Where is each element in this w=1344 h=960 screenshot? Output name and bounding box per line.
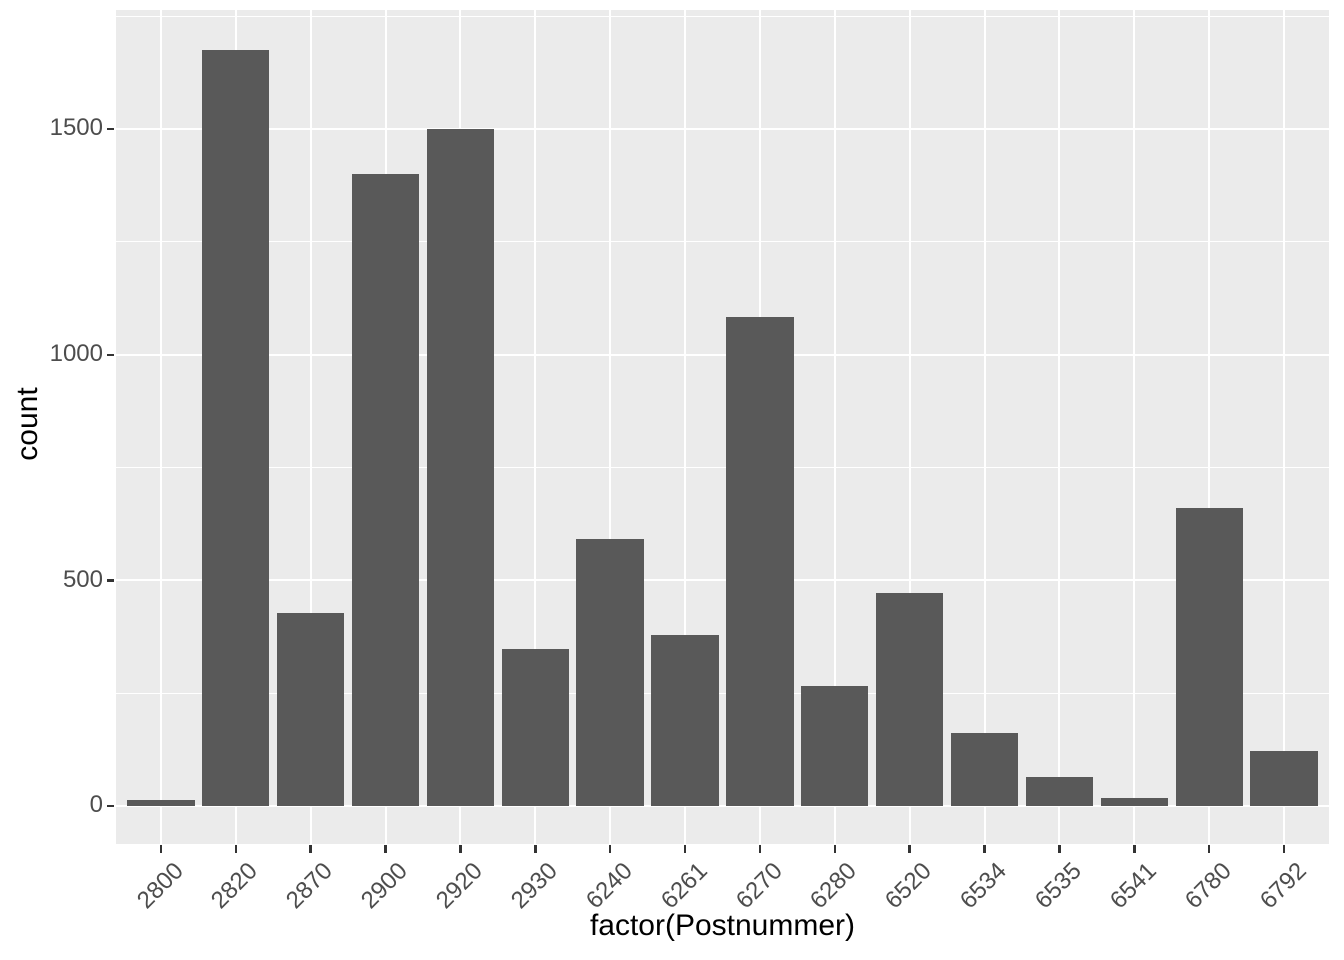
x-tick-label: 6270	[730, 857, 788, 915]
category-gridline	[534, 10, 537, 844]
x-tick-mark	[1207, 845, 1211, 853]
x-tick-mark	[234, 845, 238, 853]
bar-6270	[726, 317, 794, 807]
x-tick-label: 6535	[1029, 857, 1087, 915]
x-tick-mark	[534, 845, 537, 853]
y-tick-label: 1500	[49, 114, 103, 142]
bar-2930	[501, 649, 569, 807]
y-tick-label: 0	[89, 791, 103, 819]
x-tick-mark	[608, 845, 612, 853]
x-tick-label: 6780	[1179, 857, 1237, 915]
x-tick-mark	[983, 845, 986, 853]
bar-6535	[1025, 777, 1094, 807]
plot-panel	[116, 10, 1329, 844]
category-gridline	[1133, 10, 1136, 844]
bar-6280	[801, 686, 869, 807]
bar-2820	[202, 50, 270, 807]
x-tick-label: 2900	[356, 857, 413, 915]
y-tick-mark	[107, 353, 114, 357]
x-tick-label: 6520	[880, 857, 938, 915]
bar-6240	[576, 539, 644, 807]
category-gridline	[159, 10, 162, 844]
category-gridline	[833, 10, 836, 844]
bar-2800	[127, 800, 195, 807]
bar-6534	[950, 732, 1019, 807]
major-gridline	[116, 805, 1329, 808]
category-gridline	[1283, 10, 1286, 844]
x-tick-mark	[459, 845, 462, 853]
category-gridline	[908, 10, 911, 844]
x-tick-mark	[683, 845, 687, 853]
x-tick-mark	[1058, 845, 1061, 853]
x-tick-label: 6261	[655, 857, 713, 915]
y-tick-mark	[107, 579, 114, 582]
category-gridline	[983, 10, 986, 844]
y-tick-label: 500	[62, 565, 103, 593]
x-tick-mark	[833, 845, 837, 853]
x-tick-label: 2820	[206, 857, 264, 915]
major-gridline	[116, 128, 1329, 131]
x-tick-label: 2920	[430, 857, 488, 915]
x-tick-mark	[1282, 845, 1286, 853]
x-tick-label: 2870	[281, 857, 339, 915]
category-gridline	[309, 10, 312, 844]
x-tick-label: 6280	[805, 857, 863, 915]
x-tick-mark	[159, 845, 163, 853]
x-tick-label: 6534	[955, 857, 1012, 915]
minor-gridline	[116, 241, 1329, 243]
bar-2920	[426, 129, 495, 807]
x-tick-label: 6541	[1104, 857, 1162, 915]
x-axis-title: factor(Postnummer)	[589, 909, 856, 942]
y-tick-mark	[107, 804, 114, 808]
bar-6780	[1175, 508, 1243, 807]
minor-gridline	[116, 15, 1329, 17]
bar-6541	[1100, 798, 1168, 807]
bar-2870	[276, 612, 345, 807]
bar-6520	[875, 593, 944, 807]
major-gridline	[116, 353, 1329, 356]
major-gridline	[116, 579, 1329, 582]
category-gridline	[609, 10, 612, 844]
x-tick-label: 6792	[1254, 857, 1312, 915]
x-tick-mark	[384, 845, 387, 853]
minor-gridline	[116, 467, 1329, 469]
x-tick-label: 2930	[505, 857, 563, 915]
x-tick-mark	[1133, 845, 1136, 853]
x-tick-label: 6240	[580, 857, 638, 915]
bar-2900	[351, 174, 420, 807]
minor-gridline	[116, 692, 1329, 694]
y-tick-mark	[107, 127, 114, 131]
x-tick-label: 2800	[131, 857, 189, 915]
bar-6792	[1250, 750, 1318, 807]
y-tick-label: 1000	[49, 339, 103, 367]
x-tick-mark	[908, 845, 911, 853]
category-gridline	[1058, 10, 1061, 844]
category-gridline	[1208, 10, 1211, 844]
x-tick-mark	[309, 845, 312, 853]
bar-6261	[651, 634, 719, 807]
category-gridline	[684, 10, 687, 844]
x-tick-mark	[758, 845, 762, 853]
